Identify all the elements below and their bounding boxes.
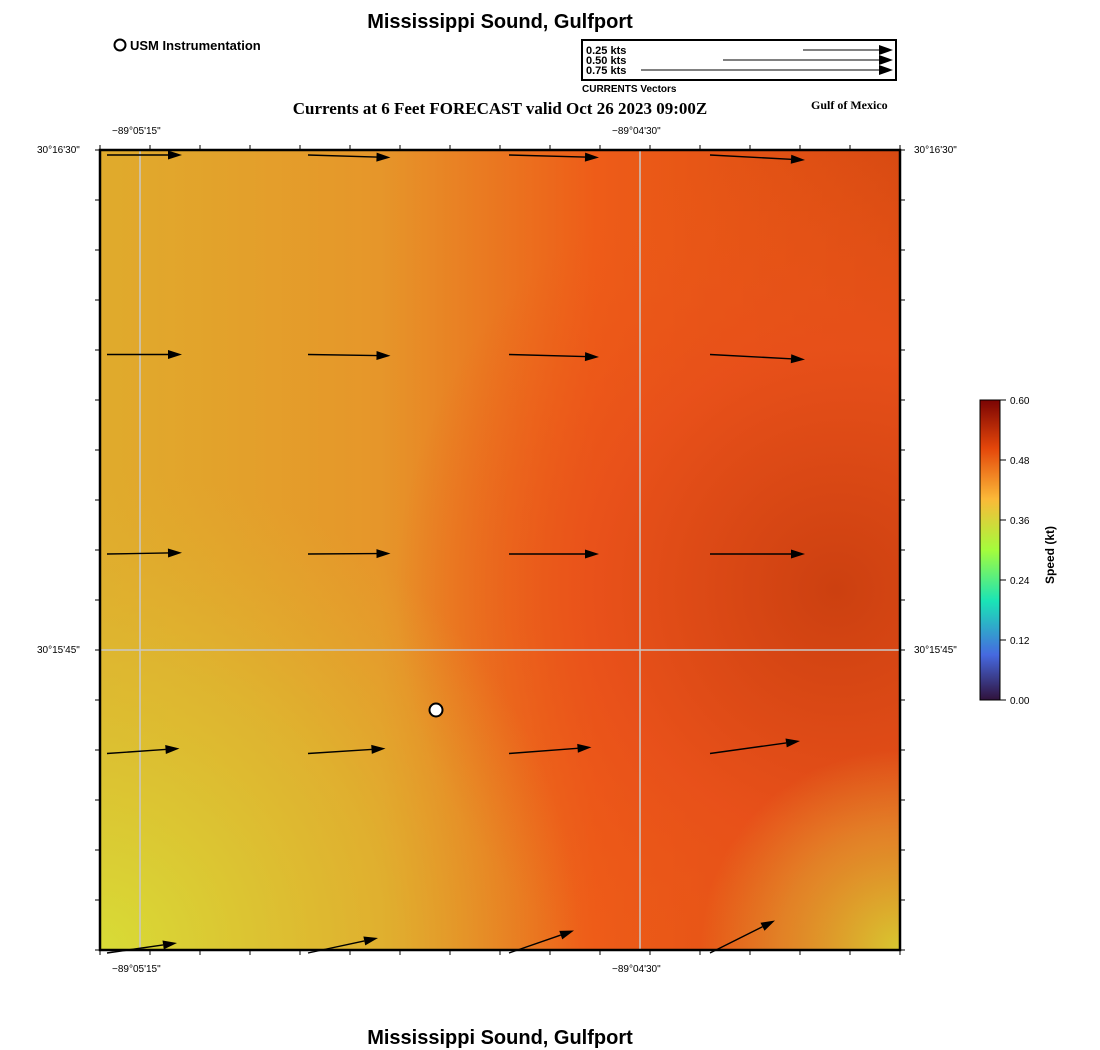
usm-station-marker	[428, 702, 444, 718]
current-vector-arrow	[508, 743, 592, 755]
page-title: Mississippi Sound, Gulfport	[367, 11, 633, 33]
lat-tick-label: 30°15'45"	[37, 645, 80, 656]
current-vector-arrow	[307, 351, 391, 361]
current-vector-arrow	[307, 549, 391, 559]
lat-tick-label: 30°16'30"	[914, 145, 957, 156]
current-speed-map	[95, 145, 905, 955]
colorbar-tick-label: 0.48	[1010, 456, 1030, 467]
current-vector-arrow	[106, 548, 182, 558]
station-legend-label: USM Instrumentation	[130, 38, 261, 53]
colorbar-tick-label: 0.60	[1010, 396, 1030, 407]
colorbar-tick-label: 0.24	[1010, 576, 1030, 587]
vector-legend-item: 0.75 kts	[586, 65, 627, 77]
colorbar-label-text: Speed (kt)	[1043, 525, 1057, 584]
current-vector-arrow	[107, 150, 182, 160]
current-vector-arrow	[509, 549, 599, 559]
current-vector-arrow	[307, 744, 386, 755]
colorbar-tick-label: 0.36	[1010, 516, 1030, 527]
current-vectors	[106, 150, 805, 954]
colorbar-label: Speed (kt)	[1040, 492, 1057, 584]
current-vector-arrow	[106, 744, 180, 755]
forecast-title: Currents at 6 Feet FORECAST valid Oct 26…	[292, 99, 708, 118]
colorbar-tick-label: 0.00	[1010, 696, 1030, 705]
lon-tick-label: −89°05'15"	[112, 126, 161, 137]
current-vector-arrow	[307, 152, 391, 162]
lon-tick-label: −89°04'30"	[612, 964, 661, 975]
colorbar-tick-label: 0.12	[1010, 636, 1030, 647]
lat-tick-label: 30°15'45"	[914, 645, 957, 656]
current-vector-arrow	[508, 152, 599, 162]
current-vector-arrow	[307, 936, 378, 954]
vector-legend-item: 0.25 kts	[586, 45, 627, 57]
lon-tick-label: −89°04'30"	[612, 126, 661, 137]
vector-legend-caption: CURRENTS Vectors	[582, 84, 677, 95]
station-marker-icon	[113, 38, 127, 52]
vector-legend-item: 0.50 kts	[586, 55, 627, 67]
gulf-label: Gulf of Mexico	[811, 98, 888, 112]
current-vector-arrow	[106, 940, 177, 954]
current-vector-arrow	[710, 549, 805, 559]
vector-legend: 0.25 kts 0.50 kts 0.75 kts	[581, 39, 897, 81]
current-vector-arrow	[709, 738, 800, 755]
vector-legend-arrows	[641, 45, 893, 75]
current-vector-arrow	[709, 920, 775, 954]
current-vector-arrow	[508, 352, 599, 362]
lat-tick-label: 30°16'30"	[37, 145, 80, 156]
current-vector-arrow	[508, 930, 574, 954]
current-vector-arrow	[107, 350, 182, 359]
current-vector-arrow	[709, 353, 805, 364]
speed-colorbar: 0.00 0.12 0.24 0.36 0.48 0.60	[979, 396, 1030, 705]
current-vector-arrow	[709, 154, 805, 164]
lon-tick-label: −89°05'15"	[112, 964, 161, 975]
footer-title: Mississippi Sound, Gulfport	[367, 1027, 633, 1049]
map-ticks	[95, 145, 905, 955]
